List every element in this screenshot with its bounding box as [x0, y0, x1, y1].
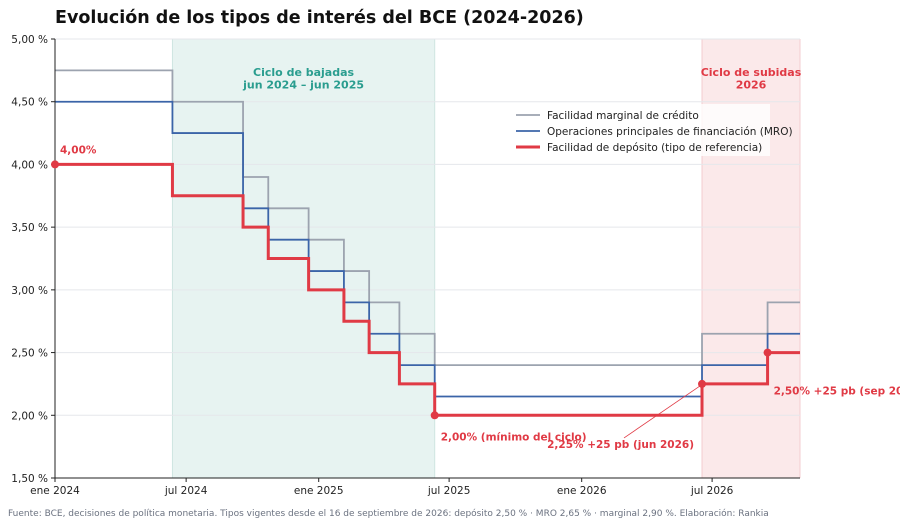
x-tick-label: jul 2024 [164, 485, 208, 497]
marker-sep2026 [763, 348, 772, 357]
grid-layer [55, 38, 800, 416]
legend-label-deposit: Facilidad de depósito (tipo de referenci… [547, 142, 762, 154]
region-hikes-label-1: 2026 [736, 79, 767, 92]
x-tick-label: ene 2025 [294, 485, 344, 497]
region-hikes-label-0: Ciclo de subidas [701, 66, 802, 79]
y-tick-label: 2,00 % [11, 410, 48, 422]
region-cuts-label-0: Ciclo de bajadas [253, 66, 354, 79]
marker-start [51, 160, 59, 169]
annotation-sep2026: 2,50% +25 pb (sep 2026) [774, 386, 900, 398]
axis-layer: 1,50 % 2,00 % 2,50 % 3,00 % 3,50 % 4,00 % 4,50… [11, 34, 800, 497]
annotations-layer: 4,00% 2,00% (mínimo del ciclo)2,25% +25 p… [51, 144, 900, 451]
x-tick-label: ene 2024 [30, 485, 80, 497]
annotation-jun2026: 2,25% +25 pb (jun 2026) [547, 439, 694, 451]
x-tick-label: jul 2026 [690, 485, 734, 497]
y-tick-label: 3,50 % [11, 222, 48, 234]
y-tick-label: 1,50 % [11, 473, 48, 485]
y-tick-label: 3,00 % [11, 285, 48, 297]
annotation-arrow-jun2026 [623, 385, 701, 439]
y-tick-label: 5,00 % [11, 34, 48, 46]
annotation-min: 2,00% (mínimo del ciclo) [441, 431, 587, 443]
y-tick-label: 4,50 % [11, 97, 48, 109]
marker-min [430, 411, 439, 420]
chart-title: Evolución de los tipos de interés del BC… [55, 8, 584, 28]
annotation-start: 4,00% [60, 144, 97, 156]
legend-box [508, 104, 770, 156]
legend-label-mro: Operaciones principales de financiación … [547, 126, 793, 138]
x-tick-label: jul 2025 [427, 485, 471, 497]
y-tick-label: 2,50 % [11, 348, 48, 360]
region-cuts-label-1: jun 2024 – jun 2025 [242, 79, 364, 92]
source-footer: Fuente: BCE, decisiones de política mone… [8, 509, 769, 519]
y-tick-label: 4,00 % [11, 159, 48, 171]
series-line-deposit [55, 162, 800, 417]
x-tick-label: ene 2026 [557, 485, 607, 497]
legend-label-marginal: Facilidad marginal de crédito [547, 110, 699, 122]
legend: Facilidad marginal de crédito Operaciones… [508, 104, 793, 156]
